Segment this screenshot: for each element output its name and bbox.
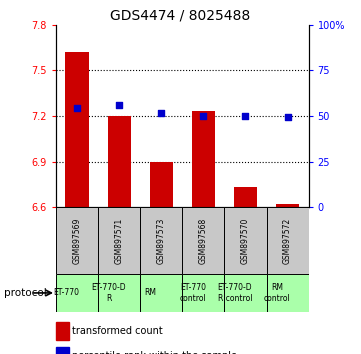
Bar — [150, 161, 173, 207]
Bar — [98, 274, 140, 312]
Text: percentile rank within the sample: percentile rank within the sample — [72, 351, 237, 354]
Point — [200, 113, 206, 119]
Point — [158, 110, 164, 116]
Text: GDS4474 / 8025488: GDS4474 / 8025488 — [110, 9, 251, 23]
Text: GSM897568: GSM897568 — [199, 218, 208, 264]
Text: RM: RM — [145, 289, 157, 297]
Bar — [225, 274, 266, 312]
Bar — [276, 204, 299, 207]
Bar — [108, 116, 131, 207]
Text: ET-770: ET-770 — [53, 289, 79, 297]
Bar — [182, 207, 225, 274]
Text: GSM897573: GSM897573 — [157, 217, 166, 264]
Text: RM
control: RM control — [264, 283, 291, 303]
Bar — [182, 274, 225, 312]
Bar — [140, 274, 182, 312]
Text: transformed count: transformed count — [72, 326, 163, 336]
Bar — [225, 207, 266, 274]
Text: GSM897570: GSM897570 — [241, 217, 250, 264]
Text: ET-770-D
R control: ET-770-D R control — [218, 283, 252, 303]
Bar — [266, 274, 309, 312]
Text: ET-770
control: ET-770 control — [179, 283, 206, 303]
Bar — [56, 207, 98, 274]
Text: GSM897571: GSM897571 — [115, 218, 123, 264]
Point — [243, 113, 248, 119]
Bar — [266, 207, 309, 274]
Point — [116, 102, 122, 108]
Bar — [56, 274, 98, 312]
Bar — [234, 187, 257, 207]
Bar — [98, 207, 140, 274]
Text: GSM897569: GSM897569 — [73, 217, 82, 264]
Bar — [140, 207, 182, 274]
Point — [285, 115, 291, 120]
Bar — [192, 112, 215, 207]
Bar — [65, 52, 88, 207]
Point — [74, 105, 80, 111]
Text: ET-770-D
R: ET-770-D R — [91, 283, 126, 303]
Text: protocol: protocol — [4, 288, 46, 298]
Text: GSM897572: GSM897572 — [283, 218, 292, 264]
